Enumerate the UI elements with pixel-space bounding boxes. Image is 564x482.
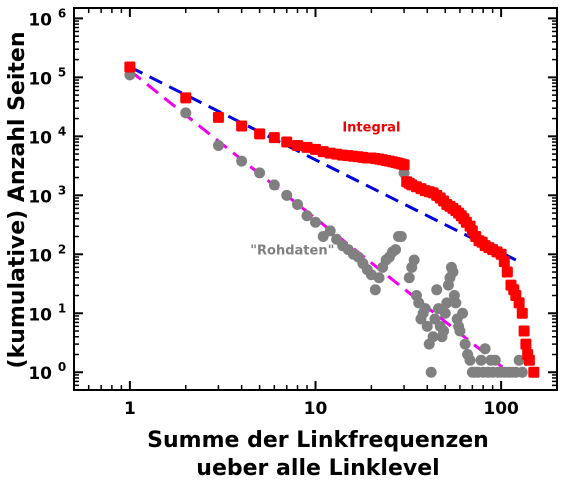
x-axis-title-line-2: ueber alle Linklevel: [196, 456, 439, 481]
y-tick-exponent: 5: [58, 65, 66, 79]
integral-point: [513, 297, 525, 309]
integral-point: [180, 92, 192, 104]
y-axis-title: (kumulative) Anzahl Seiten: [5, 32, 30, 369]
y-tick-label: 10: [28, 69, 52, 89]
rohdaten-point: [292, 198, 304, 210]
rohdaten-point: [395, 231, 407, 243]
rohdaten-point: [373, 272, 385, 284]
fit-line: [129, 65, 517, 262]
integral-point: [268, 132, 280, 144]
x-tick-label: 100: [483, 399, 519, 419]
y-tick-label: 10: [28, 10, 52, 30]
y-tick-exponent: 6: [58, 6, 66, 20]
integral-point: [281, 136, 293, 148]
rohdaten-point: [236, 155, 248, 167]
rohdaten-point: [281, 189, 293, 201]
integral-point: [498, 256, 510, 268]
rohdaten-point: [408, 254, 420, 266]
y-tick-label: 10: [28, 128, 52, 148]
rohdaten-point: [310, 216, 321, 228]
annotations: Integral "Rohdaten": [250, 121, 400, 259]
rohdaten-point: [421, 320, 433, 332]
integral-point: [254, 128, 266, 140]
integral-point: [301, 141, 313, 153]
x-tick-label: 10: [304, 399, 328, 419]
integral-point: [124, 61, 136, 73]
rohdaten-point: [254, 167, 266, 179]
rohdaten-series: [124, 69, 528, 378]
rohdaten-point: [459, 338, 471, 350]
rohdaten-point: [390, 244, 402, 256]
y-tick-label: 10: [28, 364, 52, 384]
rohdaten-point: [301, 210, 313, 222]
integral-label: Integral: [342, 121, 400, 136]
rohdaten-point: [464, 354, 476, 366]
integral-point: [292, 139, 304, 151]
x-axis-title-line-1: Summe der Linkfrequenzen: [147, 428, 489, 453]
integral-point: [236, 120, 248, 132]
integral-point: [523, 354, 535, 366]
integral-point: [501, 266, 513, 278]
rohdaten-point: [268, 179, 280, 191]
rohdaten-point: [180, 107, 192, 119]
integral-series: [124, 61, 540, 378]
plot-frame: [73, 7, 558, 391]
integral-point: [516, 307, 528, 319]
rohdaten-point: [457, 307, 469, 319]
rohdaten-point: [438, 325, 450, 337]
rohdaten-point: [425, 366, 437, 378]
integral-point: [518, 325, 530, 337]
y-tick-label: 10: [28, 246, 52, 266]
y-tick-exponent: 4: [58, 124, 66, 138]
y-tick-label: 10: [28, 305, 52, 325]
axis-titles: Summe der Linkfrequenzen ueber alle Link…: [5, 32, 489, 481]
rohdaten-point: [441, 297, 453, 309]
y-tick-label: 10: [28, 187, 52, 207]
integral-point: [528, 366, 540, 378]
rohdaten-point: [439, 307, 451, 319]
integral-point: [212, 111, 224, 123]
rohdaten-point: [475, 354, 487, 366]
rohdaten-point: [479, 343, 491, 355]
rohdaten-point: [454, 325, 466, 337]
rohdaten-point: [419, 303, 431, 315]
rohdaten-point: [516, 366, 528, 378]
y-tick-exponent: 2: [58, 242, 66, 256]
rohdaten-point: [489, 354, 501, 366]
rohdaten-point: [369, 284, 381, 296]
x-tick-label: 1: [124, 399, 136, 419]
rohdaten-point: [212, 139, 224, 151]
rohdaten-point: [324, 225, 336, 237]
rohdaten-point: [447, 266, 459, 278]
rohdaten-point: [431, 284, 443, 296]
rohdaten-point: [513, 354, 525, 366]
y-tick-exponent: 3: [58, 183, 66, 197]
rohdaten-point: [427, 331, 439, 343]
rohdaten-point: [403, 272, 415, 284]
rohdaten-point: [450, 297, 462, 309]
integral-point: [398, 159, 410, 171]
rohdaten-label: "Rohdaten": [250, 243, 334, 258]
integral-point: [520, 338, 532, 350]
y-tick-exponent: 0: [58, 360, 66, 374]
y-tick-exponent: 1: [58, 301, 66, 315]
